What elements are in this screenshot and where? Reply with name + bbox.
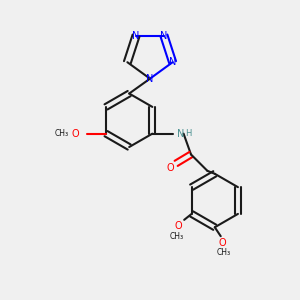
Text: O: O	[174, 221, 182, 231]
Text: O: O	[218, 238, 226, 248]
Text: O: O	[167, 163, 174, 173]
Text: H: H	[185, 129, 192, 138]
Text: CH₃: CH₃	[217, 248, 231, 257]
Text: N: N	[160, 31, 168, 41]
Text: CH₃: CH₃	[170, 232, 184, 241]
Text: CH₃: CH₃	[55, 129, 69, 138]
Text: O: O	[71, 129, 79, 139]
Text: N: N	[177, 129, 184, 139]
Text: N: N	[169, 57, 176, 67]
Text: N: N	[132, 31, 140, 41]
Text: N: N	[146, 74, 154, 84]
